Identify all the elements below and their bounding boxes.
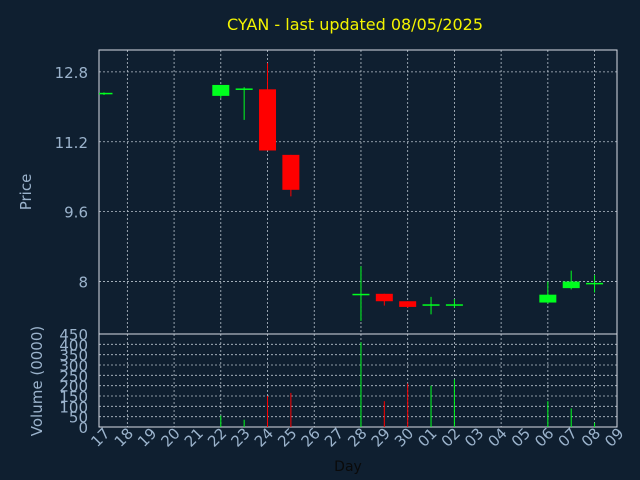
volume-axis-label: Volume (0000) [28,326,46,436]
x-tick-label: 20 [157,424,183,450]
price-panel-frame [98,49,618,335]
volume-y-tick-label: 450 [59,326,88,344]
candle-28 [352,266,370,321]
volume-y-tick-label: 250 [59,367,88,385]
candle-body [235,88,253,90]
candle-body [352,293,370,296]
candle-01 [422,296,440,315]
candle-body [212,84,230,96]
chart-title: CYAN - last updated 08/05/2025 [227,15,483,34]
candle-08 [586,275,604,293]
price-y-tick-label: 9.6 [64,204,88,222]
volume-y-tick-label: 300 [59,357,88,375]
x-tick-label: 17 [87,424,113,450]
volume-y-tick-label: 100 [59,398,88,416]
candlesticks [99,63,604,321]
candle-22 [212,84,230,99]
x-tick-label: 09 [601,424,627,450]
candle-body [445,304,463,306]
x-tick-label: 08 [578,424,604,450]
volume-y-tick-label: 50 [69,409,88,427]
volume-y-tick-label: 200 [59,378,88,396]
volume-y-tick-label: 0 [78,419,88,437]
candle-body [259,89,277,151]
x-tick-label: 07 [555,424,581,450]
price-y-tick-label: 8 [78,274,88,292]
volume-y-tick-label: 150 [59,388,88,406]
x-tick-label: 04 [484,424,510,450]
x-tick-label: 03 [461,424,487,450]
price-y-ticks: 8 9.6 11.2 12.8 [55,64,88,292]
volume-panel-frame [98,333,618,428]
x-tick-label: 18 [111,424,137,450]
price-axis-label: Price [17,174,35,211]
candle-06 [539,281,557,304]
candle-24 [259,63,277,151]
candle-body [539,294,557,303]
candle-23 [235,87,253,120]
price-y-tick-label: 12.8 [55,64,88,82]
price-grid [99,50,617,334]
x-tick-label: 06 [531,424,557,450]
volume-bars [220,342,596,427]
x-tick-label: 21 [181,424,207,450]
x-tick-label: 19 [134,424,160,450]
x-tick-label: 25 [274,424,300,450]
volume-grid [99,334,617,427]
x-tick-label: 30 [391,424,417,450]
x-tick-label: 27 [321,424,347,450]
candle-07 [562,270,580,290]
x-tick-label: 05 [508,424,534,450]
candle-body [562,281,580,289]
candle-30 [399,301,417,308]
price-y-tick-label: 11.2 [55,134,88,152]
x-tick-label: 28 [344,424,370,450]
x-tick-labels: 1718192021222324252627282930010203040506… [87,424,627,450]
x-tick-label: 02 [438,424,464,450]
candle-body [399,301,417,307]
candle-29 [375,293,393,306]
volume-y-tick-label: 400 [59,336,88,354]
candle-02 [445,299,463,308]
x-tick-label: 26 [298,424,324,450]
x-axis-label: Day [334,459,362,475]
candle-body [282,154,300,190]
candle-25 [282,154,300,197]
x-tick-label: 29 [368,424,394,450]
candle-17 [99,92,113,96]
candle-body [586,282,604,285]
x-tick-label: 22 [204,424,230,450]
candle-body [375,293,393,302]
candle-body [99,92,113,95]
x-tick-label: 24 [251,424,277,450]
candle-body [422,304,440,306]
x-tick-label: 23 [228,424,254,450]
volume-y-tick-label: 350 [59,347,88,365]
x-tick-label: 01 [414,424,440,450]
